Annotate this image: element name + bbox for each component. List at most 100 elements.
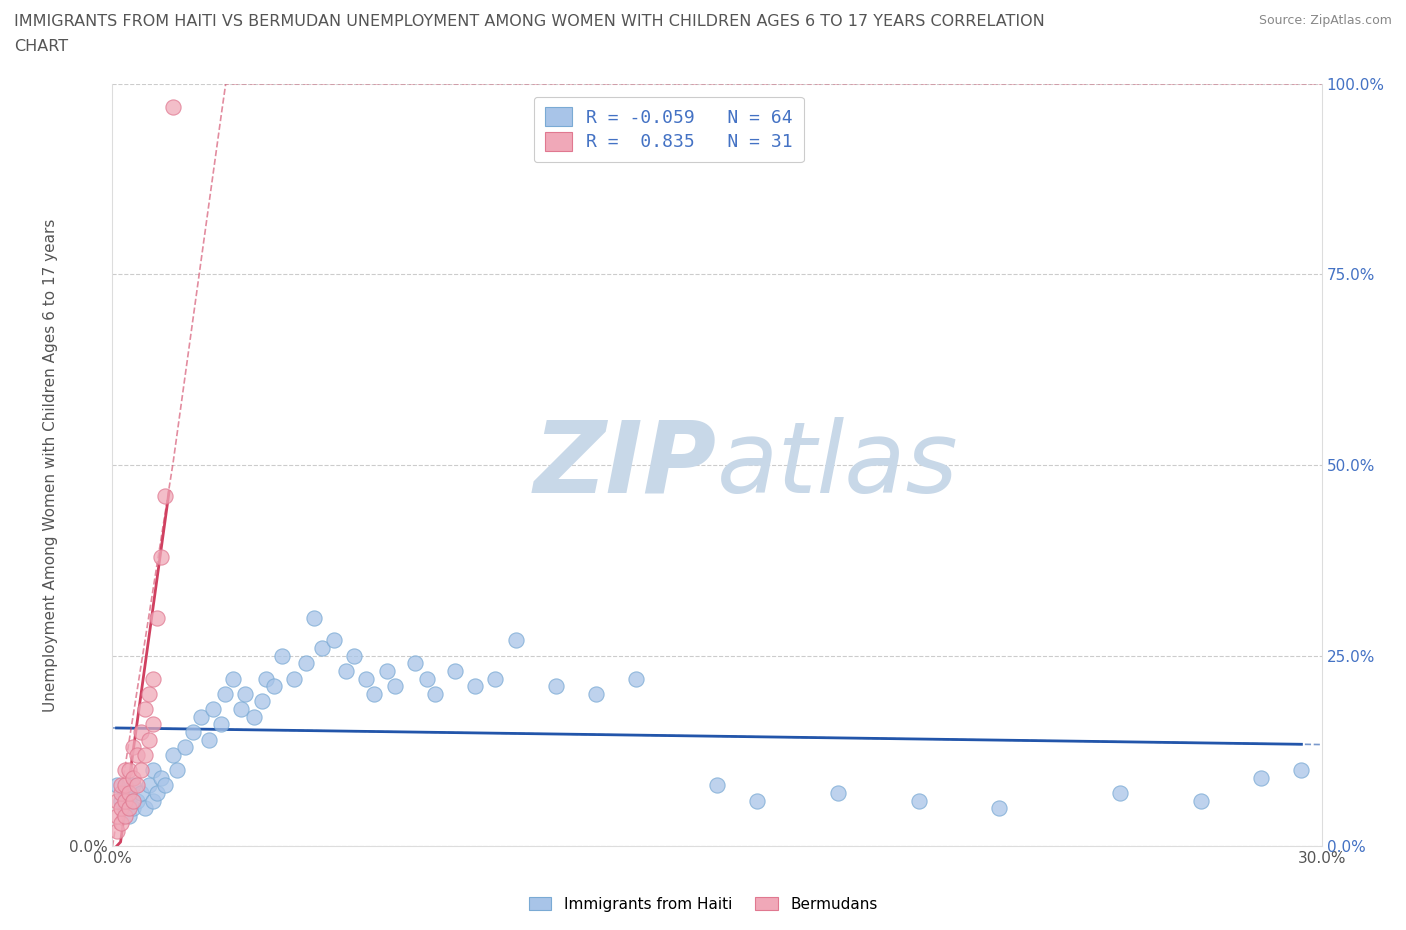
Point bbox=[190, 710, 212, 724]
Point bbox=[138, 777, 160, 792]
Point bbox=[121, 770, 143, 785]
Point bbox=[363, 686, 385, 701]
Point bbox=[125, 748, 148, 763]
Point bbox=[114, 763, 136, 777]
Point bbox=[416, 671, 439, 686]
Point bbox=[105, 777, 128, 792]
Point bbox=[384, 679, 406, 694]
Point bbox=[121, 793, 143, 808]
Point bbox=[162, 748, 184, 763]
Y-axis label: Unemployment Among Women with Children Ages 6 to 17 years: Unemployment Among Women with Children A… bbox=[42, 219, 58, 711]
Point bbox=[121, 777, 143, 792]
Point bbox=[149, 770, 172, 785]
Point bbox=[142, 763, 165, 777]
Point bbox=[121, 801, 143, 816]
Point bbox=[110, 777, 132, 792]
Point bbox=[295, 656, 318, 671]
Point bbox=[202, 701, 225, 716]
Point bbox=[110, 786, 132, 801]
Point bbox=[110, 816, 132, 830]
Point bbox=[235, 686, 257, 701]
Point bbox=[153, 777, 176, 792]
Point bbox=[585, 686, 607, 701]
Point bbox=[121, 739, 143, 754]
Point bbox=[105, 808, 128, 823]
Point bbox=[626, 671, 648, 686]
Point bbox=[146, 610, 169, 625]
Point bbox=[222, 671, 245, 686]
Point bbox=[129, 724, 152, 739]
Point bbox=[1291, 763, 1313, 777]
Point bbox=[254, 671, 277, 686]
Text: Source: ZipAtlas.com: Source: ZipAtlas.com bbox=[1258, 14, 1392, 27]
Text: CHART: CHART bbox=[14, 39, 67, 54]
Point bbox=[134, 701, 156, 716]
Point bbox=[335, 663, 357, 678]
Point bbox=[117, 786, 139, 801]
Legend: Immigrants from Haiti, Bermudans: Immigrants from Haiti, Bermudans bbox=[523, 890, 883, 918]
Point bbox=[142, 717, 165, 732]
Point bbox=[134, 748, 156, 763]
Point bbox=[209, 717, 232, 732]
Point bbox=[747, 793, 769, 808]
Point bbox=[149, 549, 172, 564]
Point bbox=[444, 663, 467, 678]
Point bbox=[505, 633, 527, 648]
Point bbox=[181, 724, 204, 739]
Point bbox=[110, 801, 132, 816]
Point bbox=[114, 793, 136, 808]
Point bbox=[263, 679, 285, 694]
Point bbox=[302, 610, 325, 625]
Point bbox=[1250, 770, 1272, 785]
Point bbox=[114, 801, 136, 816]
Legend: R = -0.059   N = 64, R =  0.835   N = 31: R = -0.059 N = 64, R = 0.835 N = 31 bbox=[534, 97, 804, 163]
Point bbox=[242, 710, 264, 724]
Point bbox=[114, 808, 136, 823]
Point bbox=[153, 488, 176, 503]
Point bbox=[270, 648, 292, 663]
Point bbox=[129, 786, 152, 801]
Point bbox=[129, 763, 152, 777]
Point bbox=[142, 671, 165, 686]
Point bbox=[198, 732, 221, 747]
Point bbox=[375, 663, 398, 678]
Point bbox=[166, 763, 188, 777]
Point bbox=[105, 824, 128, 839]
Point bbox=[125, 793, 148, 808]
Point bbox=[110, 793, 132, 808]
Point bbox=[283, 671, 305, 686]
Point bbox=[423, 686, 446, 701]
Point bbox=[311, 641, 333, 656]
Point bbox=[146, 786, 169, 801]
Point bbox=[174, 739, 197, 754]
Point bbox=[484, 671, 506, 686]
Point bbox=[138, 686, 160, 701]
Point bbox=[125, 777, 148, 792]
Text: atlas: atlas bbox=[717, 417, 959, 513]
Point bbox=[162, 100, 184, 114]
Point bbox=[404, 656, 426, 671]
Text: IMMIGRANTS FROM HAITI VS BERMUDAN UNEMPLOYMENT AMONG WOMEN WITH CHILDREN AGES 6 : IMMIGRANTS FROM HAITI VS BERMUDAN UNEMPL… bbox=[14, 14, 1045, 29]
Point bbox=[142, 793, 165, 808]
Point bbox=[114, 777, 136, 792]
Point bbox=[356, 671, 378, 686]
Point bbox=[907, 793, 929, 808]
Point bbox=[1109, 786, 1132, 801]
Point bbox=[105, 793, 128, 808]
Point bbox=[117, 763, 139, 777]
Text: ZIP: ZIP bbox=[534, 417, 717, 513]
Point bbox=[138, 732, 160, 747]
Point bbox=[250, 694, 273, 709]
Point bbox=[343, 648, 366, 663]
Point bbox=[1189, 793, 1212, 808]
Point bbox=[117, 808, 139, 823]
Point bbox=[231, 701, 253, 716]
Point bbox=[827, 786, 849, 801]
Point bbox=[117, 801, 139, 816]
Point bbox=[114, 786, 136, 801]
Point bbox=[544, 679, 567, 694]
Point bbox=[988, 801, 1011, 816]
Point bbox=[464, 679, 486, 694]
Point bbox=[323, 633, 346, 648]
Point bbox=[706, 777, 728, 792]
